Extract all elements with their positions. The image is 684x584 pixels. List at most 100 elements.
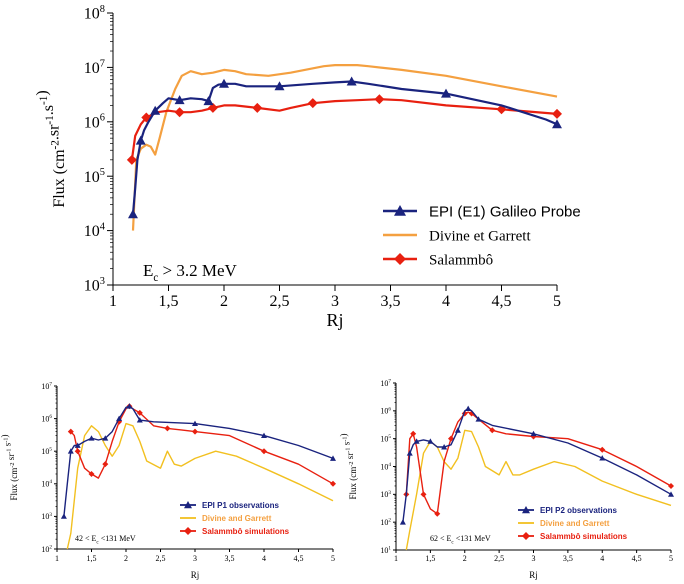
data-point (252, 102, 263, 113)
data-point (530, 430, 537, 437)
legend-label: Divine and Garrett (540, 519, 610, 528)
y-tick-label: 108 (84, 4, 105, 23)
y-tick-label: 106 (84, 113, 105, 132)
y-tick-label: 102 (41, 544, 52, 553)
chart-3: 101 102 103 104 105 106 107 1 1,5 2 2,5 3 3,5 4 4,5 5 Rj… (339, 378, 674, 580)
legend-label: Salammbô (429, 252, 493, 268)
legend-label: EPI (E1) Galileo Probe (429, 203, 581, 220)
data-point (261, 432, 267, 439)
data-point (441, 444, 448, 450)
data-point (136, 409, 143, 416)
data-point (307, 98, 318, 109)
data-point (207, 102, 218, 113)
energy-annotation: 42 < Ec <131 MeV (75, 534, 136, 545)
y-tick-label: 105 (41, 447, 52, 456)
x-tick-label: 1 (109, 293, 117, 310)
x-tick-label: 4 (600, 554, 604, 563)
data-point (174, 95, 185, 105)
data-point (88, 435, 95, 441)
data-point (330, 480, 336, 487)
x-tick-label: 1 (394, 554, 398, 563)
y-tick-label: 105 (380, 434, 391, 443)
x-tick-label: 5 (669, 554, 673, 563)
y-tick-label: 104 (41, 479, 52, 488)
y-tick-label: 107 (380, 378, 391, 387)
x-axis-label: Rj (529, 570, 538, 580)
data-point (102, 461, 109, 468)
data-point (427, 438, 434, 444)
x-tick-label: 2,5 (270, 293, 290, 310)
x-tick-label: 3,5 (381, 293, 401, 310)
data-point (74, 448, 81, 455)
x-tick-label: 4,5 (492, 293, 512, 310)
legend-marker (394, 205, 406, 216)
x-tick-label: 1 (55, 554, 59, 563)
legend-marker (184, 527, 192, 535)
x-tick-label: 1,5 (425, 554, 435, 563)
data-point (60, 513, 67, 519)
series-line (130, 98, 558, 160)
data-point (441, 88, 451, 98)
y-tick-label: 107 (41, 381, 52, 390)
x-tick-label: 2,5 (156, 554, 166, 563)
x-axis-label: Rj (191, 570, 200, 580)
data-point (150, 105, 161, 115)
data-point (406, 450, 413, 456)
legend-marker (522, 506, 530, 514)
x-tick-label: 2 (124, 554, 128, 563)
legend-marker (394, 253, 406, 265)
y-tick-label: 104 (380, 462, 391, 471)
y-tick-label: 101 (380, 545, 391, 554)
x-tick-label: 1,5 (159, 293, 179, 310)
data-point (374, 94, 385, 105)
y-tick-label: 104 (84, 221, 106, 240)
x-tick-label: 2 (220, 293, 228, 310)
data-point (127, 209, 138, 219)
legend-label: Salammbô simulations (540, 532, 628, 541)
x-tick-label: 2,5 (494, 554, 504, 563)
legend-marker (184, 501, 192, 509)
data-point (174, 107, 185, 118)
data-point (330, 455, 336, 461)
data-point (668, 491, 674, 497)
x-tick-label: 4,5 (632, 554, 642, 563)
legend-label: EPI P2 observations (540, 506, 617, 515)
series-line (70, 405, 334, 485)
y-tick-label: 106 (380, 406, 391, 415)
energy-annotation: Ec > 3.2 MeV (143, 261, 238, 284)
y-axis-label: Flux (cm-2.sr-1.s-1) (34, 90, 68, 207)
data-point (599, 455, 606, 461)
legend-label: Divine et Garrett (429, 228, 531, 244)
x-tick-label: 3 (331, 293, 339, 310)
data-point (274, 81, 285, 91)
data-point (399, 519, 406, 525)
x-tick-label: 3 (193, 554, 197, 563)
data-point (88, 470, 95, 477)
x-tick-label: 5 (553, 293, 561, 310)
data-point (668, 482, 674, 489)
y-axis-label: Flux (cm-2 sr-1 s-1) (339, 433, 358, 499)
data-point (475, 416, 482, 422)
data-point (192, 428, 198, 435)
y-tick-label: 103 (84, 276, 105, 295)
series-line (405, 429, 672, 551)
x-tick-label: 2 (463, 554, 467, 563)
data-point (552, 108, 562, 119)
data-point (261, 448, 267, 455)
y-tick-label: 107 (84, 58, 105, 77)
data-point (116, 415, 123, 421)
series-line (131, 80, 558, 215)
data-point (489, 427, 496, 434)
y-tick-label: 106 (41, 414, 52, 423)
x-tick-label: 3 (532, 554, 536, 563)
data-point (465, 405, 472, 412)
legend-label: Divine and Garrett (202, 514, 272, 523)
data-point (126, 403, 133, 409)
y-tick-label: 102 (380, 518, 391, 527)
legend-marker (522, 532, 530, 540)
energy-annotation: 62 < Ec <131 MeV (430, 534, 491, 545)
chart-2: 102 103 104 105 106 107 1 1,5 2 2,5 3 3,5 4 4,5 5 Rj Flu… (0, 381, 336, 580)
data-point (552, 119, 562, 129)
x-tick-label: 4 (442, 293, 450, 310)
